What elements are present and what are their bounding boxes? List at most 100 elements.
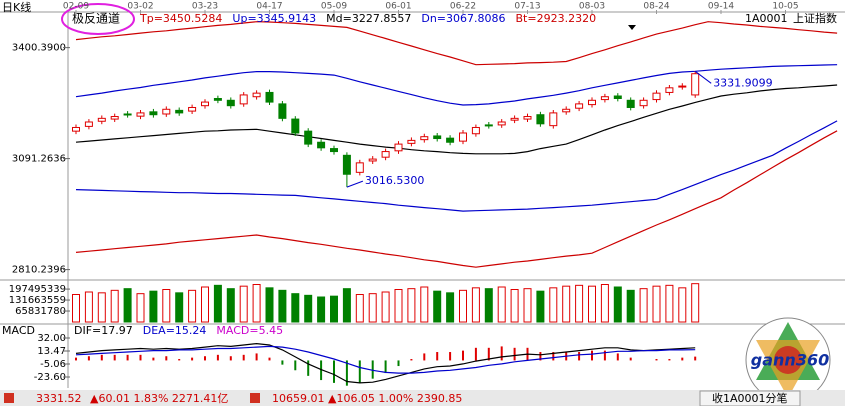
x-tick-label: 08-24 <box>643 2 669 12</box>
volume-bar <box>626 289 635 323</box>
indicator-title: 极反通道 <box>72 12 120 26</box>
status-tab[interactable] <box>699 390 801 406</box>
volume-bar <box>510 289 519 323</box>
candle-body <box>213 98 222 101</box>
status-tab-label[interactable]: 收1A0001分笔 <box>712 391 788 405</box>
volume-bar <box>278 289 287 323</box>
candle-body <box>471 126 480 135</box>
dropdown-arrow <box>628 25 636 30</box>
annotation-leader <box>346 180 364 188</box>
candle-body <box>368 158 377 162</box>
logo-center <box>774 346 802 374</box>
candle-body <box>84 121 93 127</box>
series-line <box>75 120 838 212</box>
other-index: 10659.01 ▲106.05 1.00% 2390.85 <box>272 392 462 405</box>
volume-bar <box>304 294 313 323</box>
volume-bar <box>110 289 119 323</box>
candle-body <box>201 101 209 107</box>
volume-bar <box>446 292 455 323</box>
volume-bar <box>394 289 403 323</box>
volume-bar <box>381 291 390 323</box>
x-tick-label: 07-13 <box>514 2 540 12</box>
candle-body <box>652 92 661 101</box>
volume-bar <box>497 286 506 323</box>
volume-bar <box>342 288 351 323</box>
candle-body <box>136 112 145 117</box>
x-tick-label: 04-17 <box>256 2 282 12</box>
x-tick-label: 08-03 <box>579 2 605 12</box>
candle-body <box>588 99 596 106</box>
legend-entry: MACD=5.45 <box>216 324 283 337</box>
candle-body <box>575 103 584 109</box>
macd-title: MACD <box>2 324 35 337</box>
series-line <box>75 21 838 66</box>
volume-bar <box>652 285 661 323</box>
index-value: 3331.52 <box>36 392 82 405</box>
candle-body <box>600 96 609 101</box>
candle-body <box>407 139 416 144</box>
status-icon <box>4 393 14 403</box>
candle-body <box>330 148 338 153</box>
status-icon <box>250 393 260 403</box>
volume-bar <box>562 285 571 323</box>
volume-bar <box>84 291 93 323</box>
candle-body <box>433 135 442 140</box>
highlight-ellipse <box>61 3 135 35</box>
candle-body <box>355 162 364 173</box>
chart-period: 日K线 <box>2 0 31 14</box>
y-tick-label: 3091.2636 <box>12 154 66 165</box>
volume-bar <box>162 289 171 323</box>
y-tick-label: 32.00 <box>37 333 66 344</box>
candle-body <box>523 116 532 120</box>
series-line <box>75 345 696 374</box>
volume-bar <box>330 295 338 323</box>
volume-bar <box>226 288 235 323</box>
series-line <box>75 130 838 268</box>
candle-body <box>291 118 300 134</box>
candle-body <box>226 99 235 107</box>
volume-bar <box>317 296 326 323</box>
candle-body <box>110 116 119 120</box>
annotation-leader <box>694 70 712 84</box>
volume-bar <box>678 287 687 323</box>
volume-bar <box>188 289 197 323</box>
symbol: 1A0001 <box>745 12 788 25</box>
candle-body <box>665 87 674 93</box>
legend-entry: Tp=3450.5284 <box>139 12 222 25</box>
symbol-name: 上证指数 <box>793 11 837 25</box>
y-tick-label: 131663559 <box>9 295 66 306</box>
volume-bar <box>291 293 300 323</box>
volume-bar <box>407 288 416 323</box>
candle-body <box>549 112 558 127</box>
volume-bar <box>588 285 596 323</box>
volume-bar <box>613 286 622 323</box>
series-line <box>75 84 838 155</box>
candle-body <box>278 103 287 119</box>
volume-bar <box>420 286 429 323</box>
volume-bar <box>549 287 558 323</box>
x-tick-label: 10-05 <box>772 2 798 12</box>
candle-body <box>97 117 106 122</box>
candle-body <box>123 113 132 116</box>
x-tick-label: 03-23 <box>192 2 218 12</box>
x-tick-label: 06-22 <box>450 2 476 12</box>
y-tick-label: 65831780 <box>15 306 66 317</box>
candle-body <box>72 126 80 132</box>
candle-body <box>484 124 493 127</box>
y-tick-label: -5.06 <box>40 359 66 370</box>
volume-bar <box>433 290 442 323</box>
y-tick-label: 13.47 <box>37 346 66 357</box>
candle-body <box>381 151 390 158</box>
candle-body <box>639 99 648 107</box>
volume-bar <box>252 284 261 323</box>
annotation: 3331.9099 <box>713 76 773 89</box>
candle-body <box>420 136 429 141</box>
legend-entry: Up=3345.9143 <box>232 12 316 25</box>
candle-body <box>162 108 171 115</box>
candle-body <box>252 92 261 98</box>
x-tick-label: 06-01 <box>385 2 411 12</box>
volume-bar <box>97 292 106 323</box>
candle-body <box>536 114 545 125</box>
candle-body <box>175 109 184 114</box>
